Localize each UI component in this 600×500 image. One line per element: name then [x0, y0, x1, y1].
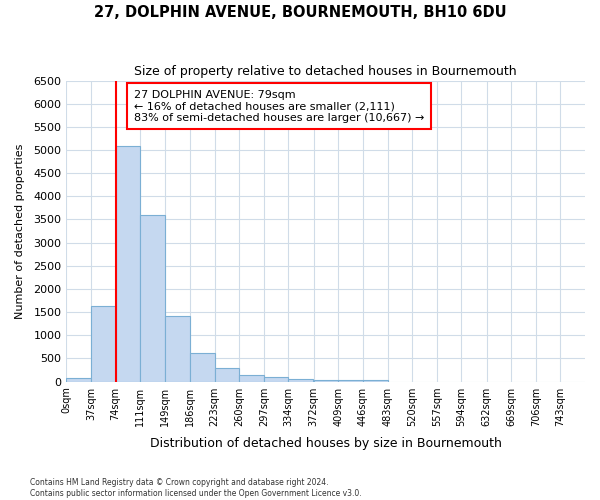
Bar — [67, 378, 91, 382]
Text: Contains HM Land Registry data © Crown copyright and database right 2024.
Contai: Contains HM Land Registry data © Crown c… — [30, 478, 362, 498]
Text: 27, DOLPHIN AVENUE, BOURNEMOUTH, BH10 6DU: 27, DOLPHIN AVENUE, BOURNEMOUTH, BH10 6D… — [94, 5, 506, 20]
X-axis label: Distribution of detached houses by size in Bournemouth: Distribution of detached houses by size … — [150, 437, 502, 450]
Bar — [363, 380, 388, 382]
Bar — [338, 380, 363, 382]
Bar — [116, 146, 140, 382]
Bar — [166, 316, 190, 382]
Bar — [289, 379, 313, 382]
Y-axis label: Number of detached properties: Number of detached properties — [15, 144, 25, 318]
Bar — [140, 215, 165, 382]
Bar — [91, 306, 116, 382]
Bar — [215, 368, 239, 382]
Title: Size of property relative to detached houses in Bournemouth: Size of property relative to detached ho… — [134, 65, 517, 78]
Bar — [190, 353, 215, 382]
Bar — [264, 378, 289, 382]
Text: 27 DOLPHIN AVENUE: 79sqm
← 16% of detached houses are smaller (2,111)
83% of sem: 27 DOLPHIN AVENUE: 79sqm ← 16% of detach… — [134, 90, 424, 123]
Bar — [314, 380, 338, 382]
Bar — [239, 376, 264, 382]
